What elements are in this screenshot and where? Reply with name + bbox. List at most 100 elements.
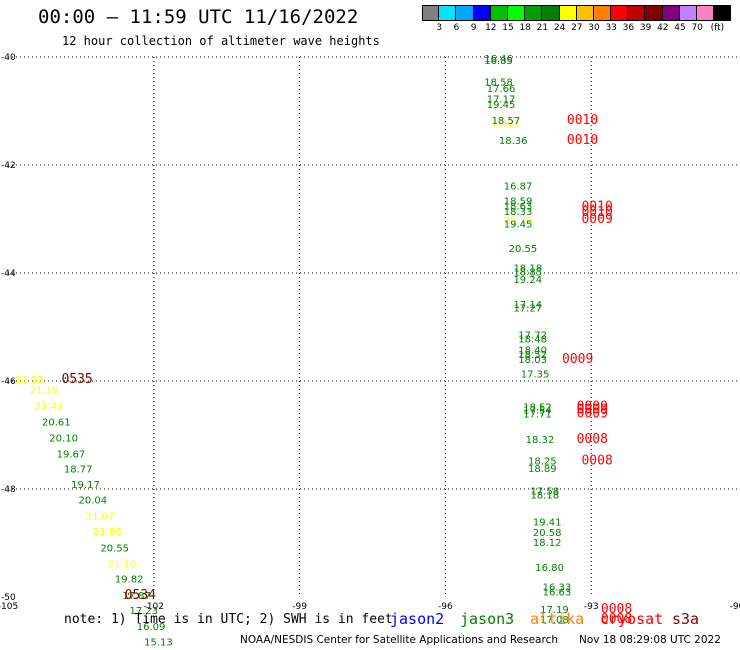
time-label: 0009 xyxy=(562,352,593,367)
wave-height-label: 17.66 xyxy=(487,84,516,95)
wave-height-label: 19.45 xyxy=(487,100,516,111)
wave-height-label: 20.04 xyxy=(78,495,107,506)
colorbar-label: 27 xyxy=(571,23,583,33)
wave-height-label: 18.12 xyxy=(533,538,562,549)
time-label: 0535 xyxy=(61,372,92,387)
wave-height-label: 19.45 xyxy=(504,219,533,230)
wave-height-label: 20.10 xyxy=(49,434,78,445)
colorbar-label: 42 xyxy=(657,23,669,33)
colorbar-labels: 3 6 9 12 15 18 21 24 27 30 33 36 39 42 45 70 (ft) xyxy=(422,23,740,35)
colorbar-swatch xyxy=(422,5,440,21)
wave-height-label: 21.10 xyxy=(108,560,137,571)
time-label: 0008 xyxy=(601,612,632,627)
x-tick-label: -105 xyxy=(0,602,18,612)
wave-height-label: 18.59 xyxy=(504,197,533,208)
legend-s3a: s3a xyxy=(672,610,700,628)
colorbar-label: 3 xyxy=(436,23,443,33)
x-tick-label: -102 xyxy=(144,602,164,612)
wave-height-label: 18.32 xyxy=(526,435,555,446)
y-tick-label: -50 xyxy=(1,593,16,603)
colorbar-swatch xyxy=(507,5,526,21)
colorbar-label: 18 xyxy=(519,23,531,33)
wave-height-label: 18.52 xyxy=(523,402,552,413)
colorbar-label: 6 xyxy=(453,23,460,33)
colorbar-label: 39 xyxy=(639,23,652,33)
colorbar-label: 70 xyxy=(691,23,703,33)
wave-height-label: 18.77 xyxy=(64,464,93,475)
wave-height-label: 20.61 xyxy=(42,418,71,429)
wave-height-label: 18.58 xyxy=(484,77,513,88)
colorbar-label: 24 xyxy=(553,23,566,33)
wave-height-label: 17.23 xyxy=(130,606,159,617)
wave-height-label: 19.67 xyxy=(57,449,86,460)
colorbar-unit: (ft) xyxy=(710,23,725,33)
colorbar-label: 30 xyxy=(588,23,600,33)
time-label: 0534 xyxy=(125,588,156,603)
wave-height-label: 17.71 xyxy=(523,409,552,420)
wave-height-label: 20.58 xyxy=(533,528,562,539)
time-label: 0009 xyxy=(577,399,608,414)
wave-height-label: 18.89 xyxy=(528,464,557,475)
wave-height-label: 21.07 xyxy=(86,511,115,522)
wave-height-label: 18.63 xyxy=(504,202,533,213)
legend-note: note: 1) Time is in UTC; 2) SWH is in fe… xyxy=(64,612,393,627)
colorbar-swatch xyxy=(576,5,594,21)
page-title: 00:00 – 11:59 UTC 11/16/2022 xyxy=(38,6,359,28)
wave-height-label: 18.40 xyxy=(518,346,547,357)
wave-height-label: 21.19 xyxy=(30,386,59,397)
wave-height-label: 16.09 xyxy=(137,622,166,633)
wave-height-label: 16.63 xyxy=(543,588,572,599)
colorbar-swatch xyxy=(456,5,474,21)
legend-jason2: jason2 xyxy=(390,610,445,628)
y-tick-label: -44 xyxy=(1,269,16,279)
colorbar-label: 21 xyxy=(536,23,549,33)
colorbar-swatch xyxy=(542,5,560,21)
time-label: 0008 xyxy=(581,453,612,468)
time-label: 0008 xyxy=(601,602,632,617)
colorbar-label: 33 xyxy=(605,23,617,33)
colorbar-swatch xyxy=(593,5,612,21)
wave-height-label: 20.55 xyxy=(100,543,129,554)
time-label: 0009 xyxy=(581,212,612,227)
colorbar-swatch xyxy=(645,5,663,21)
x-tick-label: -96 xyxy=(438,602,453,612)
wave-height-label: 16.46 xyxy=(484,54,513,65)
wave-height-label: 20.79 xyxy=(504,216,533,227)
wave-height-label: 16.87 xyxy=(504,182,533,193)
wave-height-label: 21.41 xyxy=(35,401,64,412)
wave-height-label: 18.18 xyxy=(513,264,542,275)
page-subtitle: 12 hour collection of altimeter wave hei… xyxy=(62,34,380,48)
wave-height-label: 17.35 xyxy=(521,369,550,380)
wave-height-label: 19.24 xyxy=(513,275,542,286)
wave-height-label: 21.86 xyxy=(93,527,122,538)
colorbar xyxy=(422,5,732,21)
wave-height-label: 17.27 xyxy=(513,304,542,315)
time-label: 0009 xyxy=(577,403,608,418)
y-tick-label: -42 xyxy=(1,161,16,171)
colorbar-swatch xyxy=(559,5,577,21)
y-tick-label: -40 xyxy=(1,53,16,63)
time-label: 0009 xyxy=(577,406,608,421)
wave-height-label: 18.18 xyxy=(530,490,559,501)
wave-height-label: 19.17 xyxy=(71,480,100,491)
footer-timestamp: Nov 18 08:29:08 UTC 2022 xyxy=(579,634,721,646)
time-label: 0010 xyxy=(567,133,598,148)
wave-height-label: 17.08 xyxy=(540,615,569,626)
wave-height-label: 18.48 xyxy=(518,334,547,345)
wave-height-label: 18.03 xyxy=(518,355,547,366)
wave-height-label: 20.55 xyxy=(509,244,538,255)
wave-height-label: 16.80 xyxy=(535,563,564,574)
wave-height-label: 17.72 xyxy=(518,331,547,342)
wave-height-label: 15.13 xyxy=(144,637,173,648)
wave-height-label: 18.52 xyxy=(518,350,547,361)
wave-height-label: 16.85 xyxy=(484,56,513,67)
wave-height-label: 18.36 xyxy=(499,136,528,147)
wave-height-label: 17.14 xyxy=(513,300,542,311)
colorbar-swatch xyxy=(490,5,508,21)
y-tick-label: -46 xyxy=(1,377,16,387)
colorbar-label: 15 xyxy=(502,23,514,33)
y-tick-label: -48 xyxy=(1,485,16,495)
wave-height-label: 17.19 xyxy=(540,605,569,616)
